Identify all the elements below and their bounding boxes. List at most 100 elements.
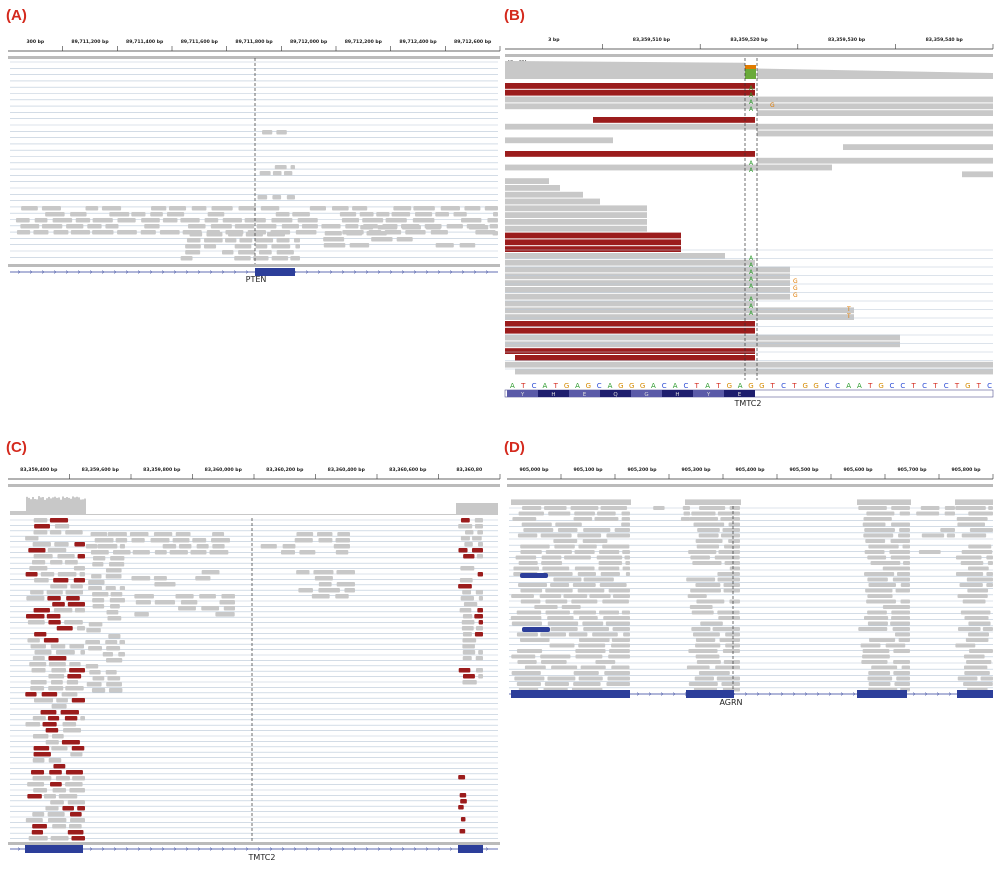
- read: [27, 638, 40, 643]
- read: [511, 594, 534, 598]
- strand-arrow: [53, 270, 57, 274]
- read: [694, 676, 714, 681]
- read: [109, 212, 130, 217]
- gene-name: AGRN: [719, 698, 742, 707]
- read: [87, 224, 102, 229]
- read: [542, 566, 570, 571]
- read: [281, 224, 300, 229]
- strand-arrow: [660, 692, 664, 696]
- alt-allele: A: [749, 310, 754, 317]
- base: G: [813, 382, 818, 390]
- read: [477, 572, 483, 577]
- read: [577, 588, 605, 593]
- strand-arrow: [185, 270, 189, 274]
- read: [462, 614, 473, 619]
- coverage: [635, 61, 637, 79]
- coverage: [607, 499, 609, 505]
- coverage: [519, 499, 521, 505]
- read: [460, 817, 466, 822]
- coverage: [921, 71, 923, 79]
- read: [50, 680, 63, 685]
- coverage: [68, 497, 70, 515]
- coverage: [436, 514, 438, 515]
- coverage: [404, 514, 406, 515]
- coverage: [629, 499, 631, 505]
- coverage: [174, 514, 176, 515]
- read: [687, 594, 707, 598]
- read: [42, 722, 57, 727]
- base: C: [890, 382, 895, 390]
- read: [547, 676, 576, 681]
- amino-acid-label: E: [583, 392, 587, 398]
- read: [40, 710, 57, 715]
- read: [318, 538, 333, 543]
- read: [900, 583, 910, 587]
- read: [41, 206, 61, 211]
- coverage: [324, 514, 326, 515]
- read: [48, 758, 62, 763]
- read: [505, 314, 854, 320]
- read: [47, 548, 67, 553]
- read: [688, 550, 717, 554]
- coverage: [881, 499, 883, 505]
- read: [51, 668, 67, 673]
- read: [53, 578, 69, 583]
- coverage: [869, 70, 871, 79]
- read: [522, 627, 550, 632]
- read: [468, 225, 489, 230]
- coverage: [683, 62, 685, 79]
- base: C: [922, 382, 927, 390]
- read: [718, 550, 740, 554]
- coverage: [555, 499, 557, 505]
- strand-arrow: [113, 847, 117, 851]
- read: [108, 688, 123, 693]
- read: [891, 610, 910, 615]
- coverage: [362, 514, 364, 515]
- read: [465, 530, 474, 535]
- coverage: [837, 70, 839, 79]
- ruler-label: 89,711,800 bp: [235, 39, 273, 45]
- read: [85, 640, 100, 645]
- strand-arrow: [449, 847, 453, 851]
- read: [313, 570, 334, 575]
- coverage: [971, 499, 973, 505]
- read: [564, 555, 591, 560]
- read: [215, 612, 235, 617]
- read: [56, 626, 73, 631]
- ruler-label: 905,100 bp: [573, 467, 603, 473]
- coverage: [799, 69, 801, 79]
- read: [505, 212, 647, 218]
- coverage: [519, 61, 521, 79]
- read: [52, 824, 67, 829]
- coverage: [933, 71, 935, 79]
- read: [988, 506, 993, 510]
- read: [32, 656, 45, 661]
- coverage: [376, 514, 378, 515]
- coverage: [246, 514, 248, 515]
- read: [695, 643, 721, 648]
- coverage: [633, 61, 635, 79]
- read: [105, 574, 122, 579]
- coverage: [739, 62, 741, 79]
- coverage: [979, 72, 981, 79]
- strand-arrow: [185, 847, 189, 851]
- coverage: [859, 499, 861, 505]
- coverage: [561, 499, 563, 505]
- read: [53, 230, 69, 235]
- coverage: [733, 62, 735, 79]
- base: C: [532, 382, 537, 390]
- read: [88, 646, 103, 651]
- read: [460, 596, 475, 601]
- read: [966, 577, 993, 582]
- read: [505, 266, 790, 273]
- read: [505, 89, 755, 96]
- read: [323, 243, 346, 248]
- ruler-label: 83,359,540 bp: [926, 37, 964, 43]
- exon: [957, 690, 993, 698]
- read: [185, 250, 201, 255]
- read: [959, 583, 983, 587]
- coverage: [991, 499, 993, 505]
- read: [79, 572, 85, 577]
- coverage: [266, 514, 268, 515]
- read: [91, 688, 106, 693]
